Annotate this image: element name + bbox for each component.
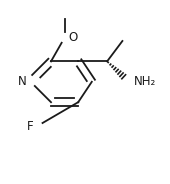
Text: F: F: [27, 119, 33, 132]
Text: NH₂: NH₂: [133, 75, 156, 88]
Text: O: O: [69, 31, 78, 44]
Text: N: N: [18, 75, 26, 88]
